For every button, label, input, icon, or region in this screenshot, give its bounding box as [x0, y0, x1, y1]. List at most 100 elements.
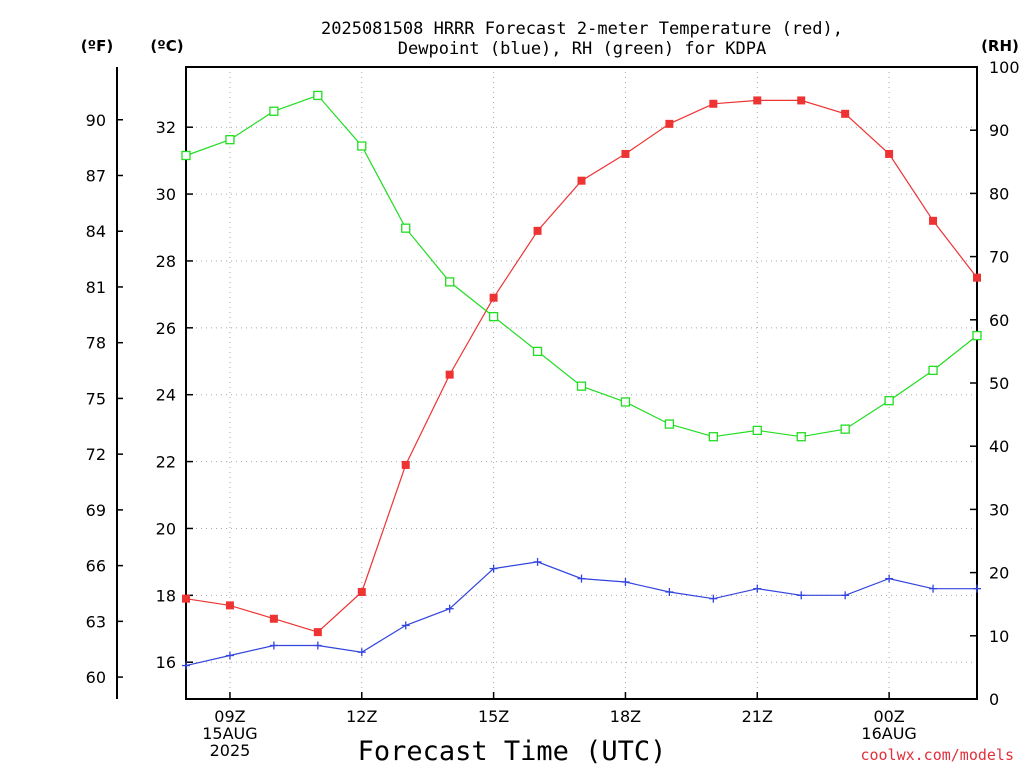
celsius-tick-label: 16: [156, 653, 176, 672]
rh-point: [928, 365, 938, 376]
dewpoint-point: [709, 594, 718, 603]
temperature-point: [182, 594, 190, 603]
celsius-tick-label: 20: [156, 519, 176, 538]
rh-point: [840, 424, 850, 434]
rh-tick-label: 20: [989, 564, 1009, 583]
celsius-tick-label: 32: [156, 118, 176, 137]
rh-point: [181, 150, 191, 161]
series: [181, 90, 982, 670]
celsius-tick-label: 28: [156, 252, 176, 271]
dewpoint-point: [665, 587, 674, 596]
dewpoint-point: [929, 584, 938, 593]
rh-point: [620, 397, 631, 407]
temperature-point: [841, 109, 850, 118]
fahrenheit-tick-label: 90: [86, 111, 106, 130]
rh-tick-label: 10: [989, 627, 1009, 646]
fahrenheit-tick-label: 72: [86, 445, 106, 464]
rh-point: [225, 135, 235, 145]
temperature-point: [357, 587, 366, 596]
dewpoint-point: [533, 557, 542, 566]
rh-point: [884, 396, 894, 406]
x-tick-label: 15Z: [478, 707, 509, 726]
fahrenheit-tick-label: 87: [86, 166, 106, 185]
dewpoint-point: [973, 584, 981, 593]
temperature-point: [533, 226, 542, 235]
celsius-tick-label: 24: [156, 386, 176, 405]
temperature-point: [401, 460, 410, 469]
chart-title-line2: Dewpoint (blue), RH (green) for KDPA: [398, 39, 766, 59]
dewpoint-point: [753, 584, 762, 593]
temperature-point: [225, 601, 234, 610]
rh-point: [532, 346, 543, 357]
rh-point: [708, 432, 718, 442]
rh-tick-label: 30: [989, 500, 1009, 519]
temperature-point: [577, 176, 586, 185]
rh-tick-label: 50: [989, 374, 1009, 393]
temperature-point: [489, 293, 498, 302]
rh-axis-label: (RH): [981, 37, 1019, 55]
temperature-point: [885, 149, 894, 158]
dewpoint-point: [489, 564, 498, 573]
dewpoint-point: [182, 661, 190, 670]
x-tick-label: 2025: [210, 741, 251, 760]
fahrenheit-tick-label: 60: [86, 668, 106, 687]
temperature-point: [445, 370, 454, 379]
rh-point: [972, 330, 982, 341]
x-tick-label: 16AUG: [861, 724, 916, 743]
dewpoint-point: [797, 591, 806, 600]
rh-point: [445, 277, 455, 287]
rh-tick-label: 60: [989, 311, 1009, 330]
dewpoint-point: [445, 604, 454, 613]
celsius-tick-label: 18: [156, 586, 176, 605]
temperature-point: [973, 273, 981, 282]
dewpoint-point: [621, 577, 630, 586]
temperature-point: [621, 149, 630, 158]
fahrenheit-tick-label: 66: [86, 557, 106, 576]
fahrenheit-tick-label: 69: [86, 501, 106, 520]
fahrenheit-tick-label: 84: [86, 222, 106, 241]
temperature-point: [797, 96, 806, 105]
temperature-point: [269, 614, 278, 623]
fahrenheit-axis-label: (ºF): [81, 37, 113, 55]
rh-tick-label: 90: [989, 121, 1009, 140]
temperature-point: [929, 216, 938, 225]
credit-text: coolwx.com/models: [860, 746, 1014, 764]
celsius-tick-label: 30: [156, 185, 176, 204]
x-tick-label: 12Z: [346, 707, 377, 726]
rh-point: [752, 425, 762, 436]
rh-point: [313, 90, 323, 101]
dewpoint-point: [269, 641, 278, 650]
dewpoint-point: [577, 574, 586, 583]
celsius-axis-label: (ºC): [150, 37, 183, 55]
x-tick-label: 15AUG: [202, 724, 257, 743]
dewpoint-point: [841, 591, 850, 600]
temperature-point: [709, 99, 718, 108]
rh-tick-label: 0: [989, 690, 999, 709]
dewpoint-point: [225, 651, 234, 660]
x-tick-label: 18Z: [610, 707, 641, 726]
rh-point: [401, 223, 411, 233]
x-tick-label: 21Z: [742, 707, 773, 726]
dewpoint-point: [357, 648, 366, 657]
rh-point: [664, 419, 675, 429]
temperature-point: [665, 119, 674, 128]
fahrenheit-tick-label: 78: [86, 334, 106, 353]
rh-point: [576, 381, 587, 391]
grid: [186, 67, 977, 699]
rh-point: [796, 432, 806, 442]
celsius-tick-label: 26: [156, 319, 176, 338]
temperature-point: [753, 96, 762, 105]
chart-title-line1: 2025081508 HRRR Forecast 2-meter Tempera…: [321, 19, 843, 39]
rh-point: [357, 141, 367, 151]
fahrenheit-tick-label: 63: [86, 612, 106, 631]
x-axis-label: Forecast Time (UTC): [358, 736, 667, 767]
temperature-point: [313, 628, 322, 637]
rh-point: [269, 106, 279, 116]
fahrenheit-tick-label: 81: [86, 278, 106, 297]
fahrenheit-tick-label: 75: [86, 389, 106, 408]
dewpoint-point: [885, 574, 894, 583]
rh-point: [488, 311, 499, 322]
dewpoint-point: [313, 641, 322, 650]
dewpoint-point: [401, 621, 410, 630]
